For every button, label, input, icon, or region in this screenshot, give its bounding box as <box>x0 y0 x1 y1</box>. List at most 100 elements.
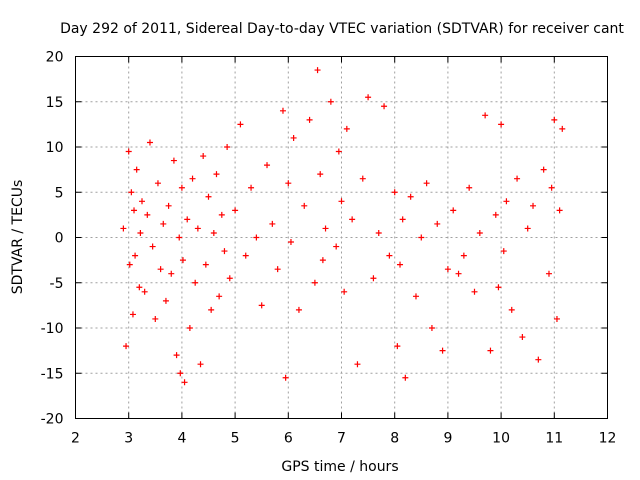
data-point <box>189 175 196 182</box>
data-point <box>519 334 526 341</box>
data-point <box>170 157 177 164</box>
data-point <box>495 284 502 291</box>
x-tick-label: 3 <box>124 431 133 447</box>
data-point <box>487 347 494 354</box>
data-point <box>184 216 191 223</box>
x-tick-label: 2 <box>71 431 80 447</box>
data-point <box>412 293 419 300</box>
data-point <box>132 252 139 259</box>
data-point <box>157 266 164 273</box>
y-tick-label: -10 <box>41 321 64 337</box>
data-point <box>319 257 326 264</box>
data-point <box>397 261 404 268</box>
data-point <box>128 189 135 196</box>
data-point <box>290 134 297 141</box>
data-point <box>503 198 510 205</box>
data-point <box>365 94 372 101</box>
data-point <box>476 229 483 236</box>
chart-title: Day 292 of 2011, Sidereal Day-to-day VTE… <box>60 21 624 37</box>
data-point <box>530 202 537 209</box>
data-point <box>508 306 515 313</box>
data-point <box>540 166 547 173</box>
data-point <box>133 166 140 173</box>
data-point <box>327 98 334 105</box>
data-point <box>178 184 185 191</box>
data-point <box>335 148 342 155</box>
y-tick-label: 15 <box>46 95 64 111</box>
data-point <box>545 270 552 277</box>
data-point <box>455 270 462 277</box>
x-tick-label: 9 <box>443 431 452 447</box>
data-point <box>194 225 201 232</box>
x-tick-label: 4 <box>177 431 186 447</box>
data-point <box>176 234 183 241</box>
y-tick-label: 5 <box>55 185 64 201</box>
data-point <box>131 207 138 214</box>
data-point <box>253 234 260 241</box>
data-point <box>498 121 505 128</box>
data-point <box>226 275 233 282</box>
data-point <box>551 116 558 123</box>
y-tick-label: -20 <box>41 412 64 428</box>
x-tick-labels: 2 3 4 5 6 7 8 9 10 11 12 <box>71 431 616 447</box>
data-point <box>314 67 321 74</box>
data-point <box>129 311 136 318</box>
data-point <box>428 325 435 331</box>
y-tick-label: -5 <box>50 276 64 292</box>
data-point <box>248 184 255 191</box>
data-point <box>218 211 225 218</box>
data-point <box>439 347 446 354</box>
grid-lines <box>75 56 608 419</box>
data-point <box>136 284 143 291</box>
x-tick-label: 6 <box>284 431 293 447</box>
data-point <box>295 306 302 313</box>
data-point <box>460 252 467 259</box>
data-point <box>492 211 499 218</box>
data-point <box>269 220 276 227</box>
data-point <box>381 103 388 110</box>
data-point <box>149 243 156 250</box>
data-point <box>343 125 350 132</box>
data-point <box>375 229 382 236</box>
data-point <box>301 202 308 209</box>
data-point <box>311 279 318 286</box>
data-point <box>120 225 127 232</box>
data-point <box>450 207 457 214</box>
data-point <box>333 243 340 250</box>
data-point <box>126 261 133 268</box>
data-point <box>370 275 377 282</box>
x-tick-label: 5 <box>231 431 240 447</box>
data-point <box>210 229 217 236</box>
data-point <box>553 315 560 322</box>
data-point <box>359 175 366 182</box>
y-tick-label: 20 <box>46 50 64 66</box>
data-point <box>179 257 186 264</box>
data-point <box>418 234 425 241</box>
data-point <box>162 297 169 304</box>
data-point <box>279 107 286 114</box>
data-point <box>200 153 207 160</box>
data-point <box>237 121 244 128</box>
data-point <box>224 144 231 150</box>
data-point <box>399 216 406 223</box>
data-point <box>154 180 161 187</box>
x-tick-label: 10 <box>492 431 510 447</box>
data-point <box>514 175 521 182</box>
y-tick-label: 10 <box>46 140 64 156</box>
data-point <box>186 325 193 331</box>
data-point <box>181 379 188 386</box>
data-point <box>282 374 289 381</box>
data-point <box>202 261 209 268</box>
data-point <box>306 116 313 123</box>
data-point <box>258 302 265 309</box>
data-point <box>274 266 281 273</box>
data-point <box>338 198 345 205</box>
data-point <box>444 266 451 273</box>
y-tick-label: 0 <box>55 231 64 247</box>
x-tick-label: 12 <box>599 431 617 447</box>
data-point <box>208 306 215 313</box>
data-point <box>394 343 401 350</box>
data-point <box>423 180 430 187</box>
data-point <box>466 184 473 191</box>
